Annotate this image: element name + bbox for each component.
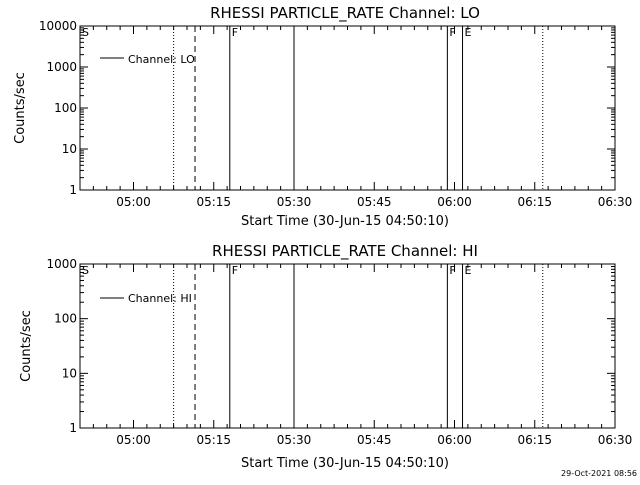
marker-label: F — [449, 264, 455, 277]
panel-hi-x-ticks: 05:00 05:15 05:30 05:45 06:00 06:15 06:30 — [79, 264, 633, 447]
panel-hi-frame — [79, 263, 616, 429]
x-tick-label: 05:30 — [277, 195, 312, 209]
x-tick-label: 06:15 — [517, 433, 552, 447]
y-tick-label: 100 — [54, 101, 77, 115]
x-tick-label: 06:15 — [517, 195, 552, 209]
x-tick-label: 05:30 — [277, 433, 312, 447]
x-tick-label: 06:00 — [437, 433, 472, 447]
y-tick-label: 10000 — [39, 19, 77, 33]
panel-hi-title: RHESSI PARTICLE_RATE Channel: HI — [212, 242, 478, 261]
x-tick-label: 05:15 — [196, 433, 231, 447]
legend-label-hi: Channel: HI — [128, 292, 192, 305]
legend-label-lo: Channel: LO — [128, 53, 195, 66]
panel-lo-frame — [79, 25, 616, 191]
panel-hi-ylabel: Counts/sec — [19, 310, 34, 382]
x-tick-label: 05:45 — [357, 433, 392, 447]
x-tick-label: 06:30 — [598, 433, 633, 447]
plot-timestamp: 29-Oct-2021 08:56 — [561, 469, 637, 478]
marker-label: F — [232, 26, 238, 39]
y-tick-label: 10 — [62, 366, 77, 380]
panel-hi: RHESSI PARTICLE_RATE Channel: HI Counts/… — [19, 242, 632, 471]
y-tick-label: 1 — [69, 421, 77, 435]
marker-label: E — [465, 26, 472, 39]
y-tick-label: 10 — [62, 142, 77, 156]
panel-lo-legend: Channel: LO — [100, 53, 195, 66]
marker-label: E — [465, 264, 472, 277]
panel-lo-xlabel: Start Time (30-Jun-15 04:50:10) — [241, 214, 449, 229]
x-tick-label: 06:00 — [437, 195, 472, 209]
panel-lo-x-ticks: 05:00 05:15 05:30 05:45 06:00 06:15 06:30 — [79, 26, 633, 209]
x-tick-label: 05:00 — [116, 195, 151, 209]
panel-hi-legend: Channel: HI — [100, 292, 192, 305]
y-tick-label: 100 — [54, 312, 77, 326]
y-tick-label: 1000 — [46, 60, 77, 74]
panel-lo-ylabel: Counts/sec — [13, 72, 28, 144]
y-tick-label: 1000 — [46, 257, 77, 271]
panel-hi-xlabel: Start Time (30-Jun-15 04:50:10) — [241, 456, 449, 471]
panel-lo-y-ticks: 1 10 100 1000 10000 — [39, 19, 615, 197]
panel-hi-y-ticks: 1 10 100 1000 — [46, 257, 615, 435]
marker-label: F — [232, 264, 238, 277]
y-tick-label: 1 — [69, 183, 77, 197]
marker-label: F — [449, 26, 455, 39]
panel-lo: RHESSI PARTICLE_RATE Channel: LO Counts/… — [13, 4, 632, 229]
x-tick-label: 05:45 — [357, 195, 392, 209]
x-tick-label: 05:15 — [196, 195, 231, 209]
marker-label: S — [82, 26, 89, 39]
x-tick-label: 06:30 — [598, 195, 633, 209]
marker-label: S — [82, 264, 89, 277]
panel-lo-title: RHESSI PARTICLE_RATE Channel: LO — [210, 4, 480, 23]
x-tick-label: 05:00 — [116, 433, 151, 447]
